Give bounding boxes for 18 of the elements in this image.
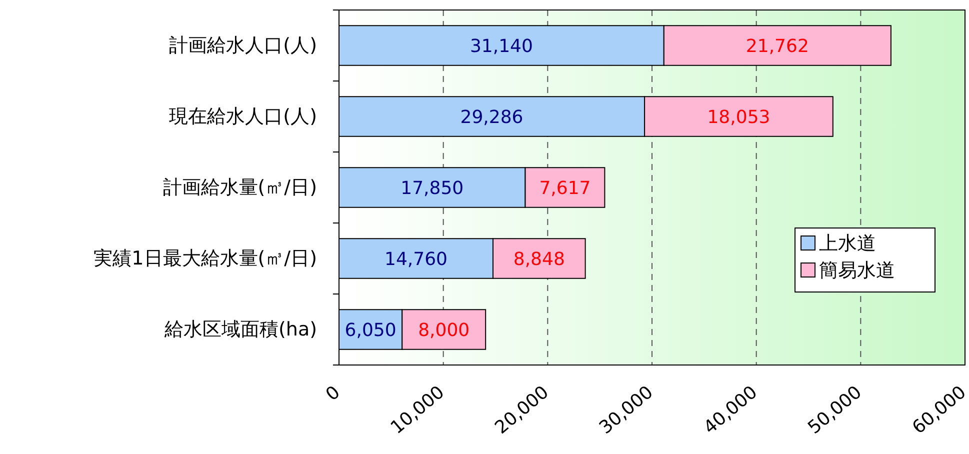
legend-label: 上水道 <box>819 232 876 255</box>
y-tick-label: 実績1日最大給水量(㎥/日) <box>94 248 317 270</box>
data-label: 8,000 <box>418 320 470 341</box>
y-tick-label: 計画給水人口(人) <box>169 34 317 57</box>
data-label: 7,617 <box>539 178 591 199</box>
data-label: 18,053 <box>707 106 770 128</box>
y-tick-label: 現在給水人口(人) <box>169 106 317 128</box>
data-label: 21,762 <box>746 36 809 57</box>
data-label: 14,760 <box>384 248 448 270</box>
data-label: 6,050 <box>344 320 396 341</box>
data-label: 29,286 <box>460 106 524 128</box>
y-tick-label: 計画給水量(㎥/日) <box>162 176 317 199</box>
data-label: 17,850 <box>400 178 464 199</box>
x-tick-label: 0 <box>322 382 344 406</box>
y-tick-label: 給水区域面積(ha) <box>163 318 317 341</box>
legend-label: 簡易水道 <box>819 260 895 282</box>
data-label: 31,140 <box>470 36 533 57</box>
data-label: 8,848 <box>513 248 565 270</box>
